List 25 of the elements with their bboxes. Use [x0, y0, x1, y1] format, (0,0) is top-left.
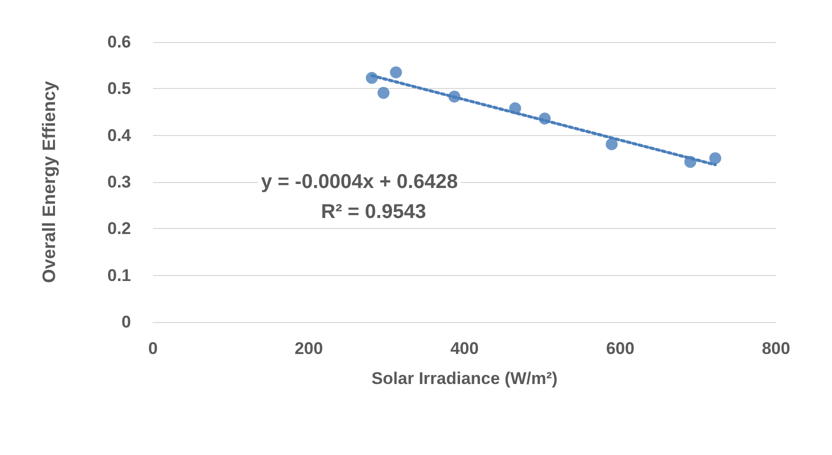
- point: [606, 138, 618, 150]
- point: [390, 66, 402, 78]
- y-tick-label: 0.1: [107, 266, 131, 285]
- y-tick-label: 0.5: [107, 79, 131, 98]
- y-tick-label: 0.6: [107, 32, 131, 52]
- y-axis-title: Overall Energy Effiency: [39, 80, 59, 284]
- y-tick-label: 0.2: [107, 219, 131, 238]
- y-tick-label: 0.3: [107, 172, 131, 192]
- x-tick-label: 200: [294, 339, 323, 358]
- point: [684, 156, 696, 168]
- x-tick-label: 800: [762, 339, 790, 358]
- point: [448, 90, 460, 103]
- x-tick-label: 0: [148, 339, 158, 358]
- y-tick-label: 0: [122, 312, 131, 332]
- point: [538, 112, 551, 125]
- annotation: y = -0.0004x + 0.6428: [261, 171, 458, 193]
- x-axis-title: Solar Irradiance (W/m²): [371, 369, 558, 388]
- point: [709, 152, 722, 164]
- annotation: R² = 0.9543: [321, 201, 426, 223]
- point: [378, 86, 390, 99]
- x-tick-label: 600: [606, 339, 634, 358]
- point: [509, 102, 522, 114]
- point: [366, 72, 378, 84]
- x-tick-label: 400: [450, 339, 479, 358]
- y-tick-label: 0.4: [107, 126, 132, 145]
